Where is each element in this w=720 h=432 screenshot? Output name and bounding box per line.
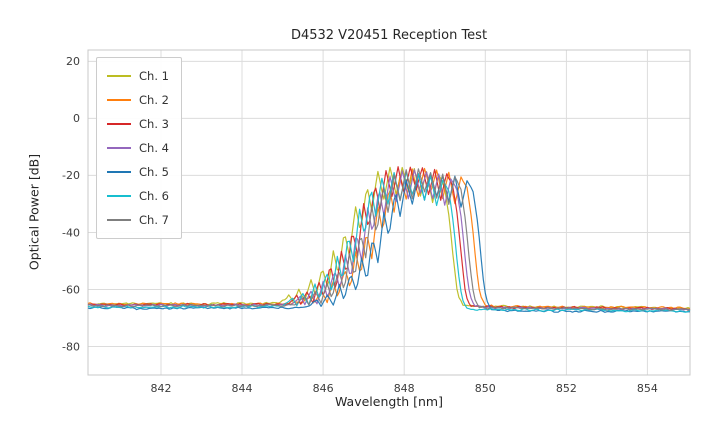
legend-label: Ch. 7 (139, 213, 169, 227)
legend-label: Ch. 6 (139, 189, 169, 203)
legend-line-swatch (107, 75, 131, 77)
x-tick-label: 846 (313, 382, 334, 395)
x-tick-label: 844 (232, 382, 253, 395)
y-tick-label: 0 (73, 112, 80, 125)
y-tick-label: -20 (62, 169, 80, 182)
y-tick-label: -60 (62, 283, 80, 296)
y-axis-label: Optical Power [dB] (26, 153, 42, 271)
axes-frame (87, 49, 691, 376)
y-tick-label: 20 (66, 55, 80, 68)
legend-item: Ch. 4 (107, 136, 169, 160)
x-tick-label: 848 (394, 382, 415, 395)
legend-item: Ch. 3 (107, 112, 169, 136)
y-tick-label: -80 (62, 340, 80, 353)
x-tick-label: 850 (475, 382, 496, 395)
legend-line-swatch (107, 219, 131, 221)
legend-item: Ch. 6 (107, 184, 169, 208)
x-tick-label: 842 (151, 382, 172, 395)
legend-item: Ch. 7 (107, 208, 169, 232)
legend-label: Ch. 5 (139, 165, 169, 179)
legend-line-swatch (107, 171, 131, 173)
legend-item: Ch. 2 (107, 88, 169, 112)
legend-label: Ch. 1 (139, 69, 169, 83)
x-axis-label: Wavelength [nm] (335, 394, 443, 409)
legend-item: Ch. 5 (107, 160, 169, 184)
legend-item: Ch. 1 (107, 64, 169, 88)
legend-line-swatch (107, 123, 131, 125)
x-tick-label: 852 (556, 382, 577, 395)
legend-label: Ch. 4 (139, 141, 169, 155)
legend: Ch. 1 Ch. 2 Ch. 3 Ch. 4 Ch. 5 Ch. 6 Ch. 7 (96, 57, 182, 239)
series-line-ch-7 (88, 168, 691, 311)
chart-title: D4532 V20451 Reception Test (290, 28, 488, 43)
legend-line-swatch (107, 147, 131, 149)
legend-label: Ch. 3 (139, 117, 169, 131)
legend-line-swatch (107, 195, 131, 197)
y-tick-label: -40 (62, 226, 80, 239)
legend-line-swatch (107, 99, 131, 101)
x-tick-label: 854 (637, 382, 658, 395)
legend-label: Ch. 2 (139, 93, 169, 107)
series-line-ch-5 (87, 172, 690, 313)
